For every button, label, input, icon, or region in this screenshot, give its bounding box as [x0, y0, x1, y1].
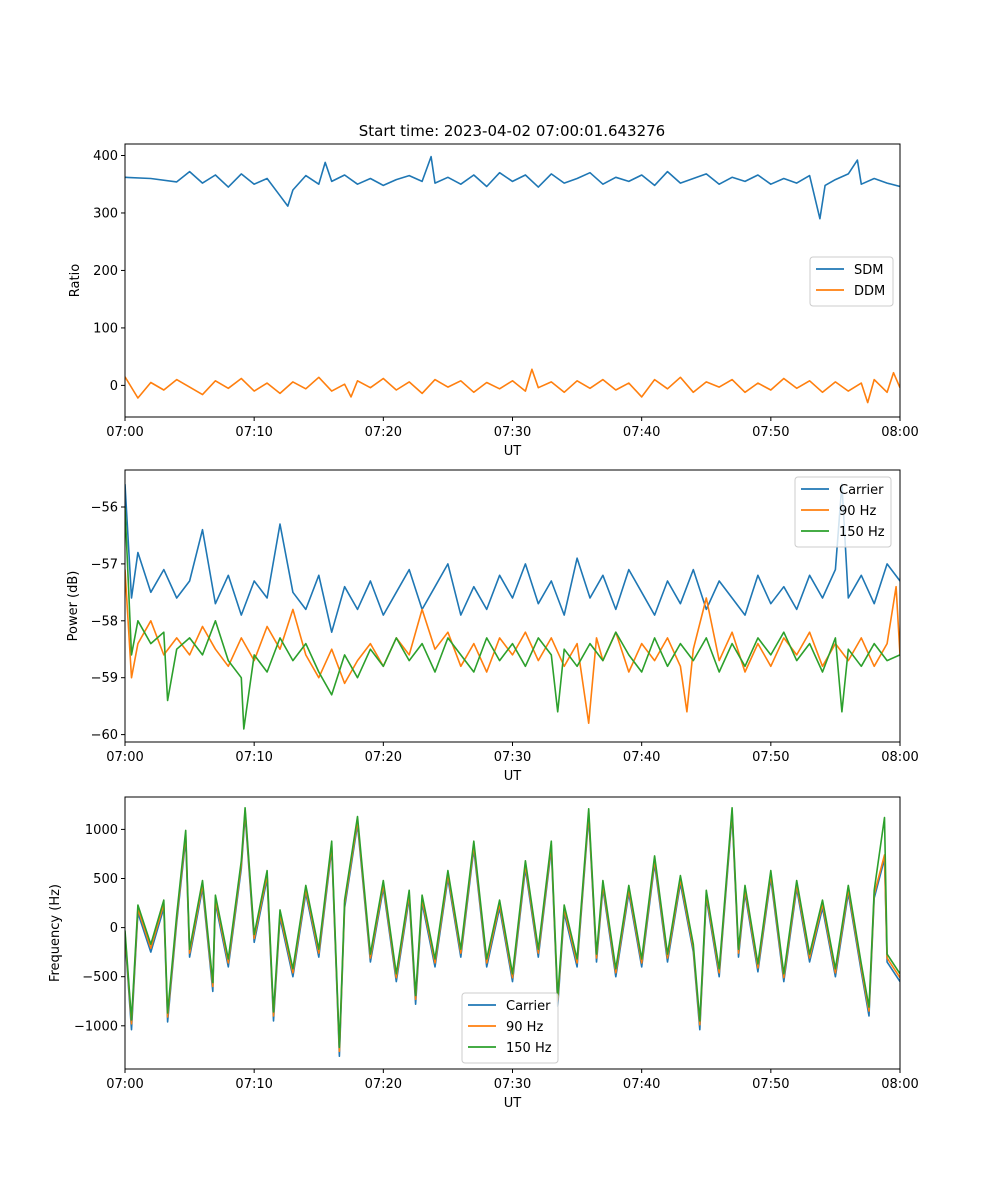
x-tick-label: 07:00 [106, 425, 143, 440]
plot-frame [124, 469, 901, 743]
x-tick-label: 07:40 [623, 750, 660, 765]
legend-entry: DDM [854, 284, 885, 299]
y-tick-label: −57 [91, 557, 118, 572]
legend-entry: 90 Hz [506, 1020, 543, 1035]
legend: SDM DDM [809, 256, 894, 307]
x-tick-label: 07:10 [235, 1077, 272, 1092]
y-tick-label: 100 [93, 321, 118, 336]
y-axis-label: Frequency (Hz) [48, 884, 63, 982]
x-tick-label: 07:40 [623, 1077, 660, 1092]
legend-box [461, 992, 559, 1064]
x-tick-label: 07:20 [365, 750, 402, 765]
y-tick-label: −58 [91, 614, 118, 629]
x-tick-label: 07:30 [494, 750, 531, 765]
x-axis-label: UT [504, 444, 522, 459]
legend-entry: 150 Hz [839, 525, 885, 540]
y-tick-label: 500 [93, 872, 118, 887]
power-panel: 07:00 07:10 07:20 07:30 07:40 07:50 08:00 −60 −5… [66, 469, 919, 784]
x-tick-label: 07:10 [235, 750, 272, 765]
legend-box [794, 476, 892, 548]
y-tick-label: 0 [110, 379, 118, 394]
y-axis-label: Ratio [68, 264, 83, 297]
x-tick-label: 07:40 [623, 425, 660, 440]
series-line-150-hz [125, 807, 900, 1049]
x-tick-label: 07:00 [106, 1077, 143, 1092]
legend-entry: SDM [854, 263, 883, 278]
series-line-sdm [125, 155, 900, 220]
x-tick-label: 07:50 [752, 1077, 789, 1092]
y-tick-label: −1000 [74, 1019, 118, 1034]
legend: Carrier 90 Hz 150 Hz [461, 992, 559, 1064]
y-tick-label: 200 [93, 264, 118, 279]
y-axis-label: Power (dB) [66, 571, 81, 642]
y-tick-label: −500 [82, 970, 118, 985]
x-axis-label: UT [504, 1096, 522, 1111]
series-line-150-hz [125, 506, 900, 730]
x-tick-label: 07:50 [752, 425, 789, 440]
legend-entry: Carrier [506, 999, 551, 1014]
legend-entry: 150 Hz [506, 1041, 552, 1056]
x-tick-label: 07:00 [106, 750, 143, 765]
frequency-panel: 07:00 07:10 07:20 07:30 07:40 07:50 08:00 −1000… [48, 796, 919, 1111]
legend: Carrier 90 Hz 150 Hz [794, 476, 892, 548]
x-tick-label: 07:20 [365, 425, 402, 440]
legend-entry: 90 Hz [839, 504, 876, 519]
y-tick-label: 0 [110, 921, 118, 936]
series-line-carrier [125, 483, 900, 633]
x-tick-label: 07:30 [494, 1077, 531, 1092]
y-tick-label: −59 [91, 671, 118, 686]
x-tick-label: 07:10 [235, 425, 272, 440]
x-tick-label: 07:50 [752, 750, 789, 765]
legend-entry: Carrier [839, 483, 884, 498]
x-tick-label: 07:20 [365, 1077, 402, 1092]
series-line-ddm [125, 368, 900, 404]
y-tick-label: 400 [93, 149, 118, 164]
x-tick-label: 08:00 [881, 425, 918, 440]
x-tick-label: 07:30 [494, 425, 531, 440]
x-axis-label: UT [504, 769, 522, 784]
x-tick-label: 08:00 [881, 750, 918, 765]
series-line-90-hz [125, 569, 900, 724]
y-tick-label: −60 [91, 728, 118, 743]
y-tick-label: 1000 [85, 823, 118, 838]
x-tick-label: 08:00 [881, 1077, 918, 1092]
figure-title: Start time: 2023-04-02 07:00:01.643276 [359, 122, 665, 140]
y-tick-label: 300 [93, 206, 118, 221]
plot-frame [124, 143, 901, 418]
y-tick-label: −56 [91, 500, 118, 515]
ratio-panel: 07:00 07:10 07:20 07:30 07:40 07:50 08:00 0 100 2… [68, 143, 919, 459]
